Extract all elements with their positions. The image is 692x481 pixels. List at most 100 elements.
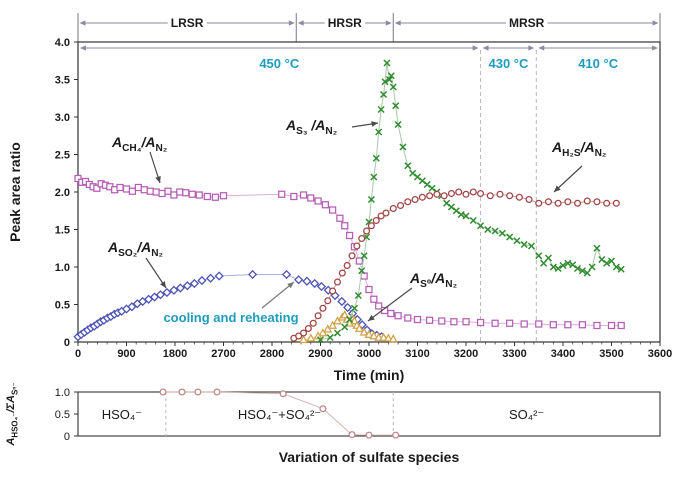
marker-so2 <box>214 271 224 281</box>
marker-ch4 <box>450 318 458 326</box>
marker-h2s <box>496 190 504 198</box>
marker-so2 <box>294 275 304 285</box>
marker-h2s <box>469 188 477 196</box>
marker-s3 <box>399 143 407 151</box>
marker-hso4 <box>365 431 373 439</box>
marker-s3 <box>377 105 385 114</box>
sub-y-tick-label: 0.5 <box>55 409 70 421</box>
marker-h2s <box>603 199 611 207</box>
marker-ch4 <box>506 319 514 327</box>
marker-s0 <box>383 333 393 342</box>
marker-so2 <box>205 273 216 283</box>
arrowhead <box>287 282 294 289</box>
marker-s3 <box>603 259 611 267</box>
sub-region-label: HSO₄⁻+SO₄²⁻ <box>238 407 321 422</box>
y-tick-label: 4.0 <box>55 37 70 49</box>
y-tick-label: 1.5 <box>55 225 70 237</box>
marker-so2 <box>182 281 192 291</box>
x-tick-label: 3100 <box>405 348 429 360</box>
marker-s3 <box>598 255 606 264</box>
marker-ch4 <box>134 183 142 192</box>
marker-ch4 <box>491 319 499 327</box>
y-axis-title: Peak area ratio <box>7 142 23 242</box>
marker-ch4 <box>404 314 412 322</box>
marker-ch4 <box>128 187 137 195</box>
marker-ch4 <box>355 257 363 265</box>
arrowhead <box>394 20 401 26</box>
x-tick-label: 3400 <box>551 348 575 360</box>
series-label-s0: AS⁰/AN₂ <box>409 270 457 290</box>
marker-ch4 <box>146 187 154 195</box>
marker-ch4 <box>152 188 160 196</box>
marker-s3 <box>326 333 334 342</box>
marker-s3 <box>549 263 557 271</box>
marker-s3 <box>372 154 380 162</box>
marker-ch4 <box>370 295 378 303</box>
marker-s3 <box>607 257 616 265</box>
marker-h2s <box>319 304 327 312</box>
marker-h2s <box>462 190 470 198</box>
marker-ch4 <box>365 285 373 294</box>
marker-s0 <box>364 329 374 338</box>
y-tick-label: 1.0 <box>55 262 70 274</box>
marker-ch4 <box>535 320 543 328</box>
marker-hso4 <box>159 388 167 396</box>
marker-s3 <box>564 259 572 267</box>
x-axis-title: Time (min) <box>334 367 405 383</box>
marker-s3 <box>413 173 422 181</box>
arrowhead <box>79 20 86 26</box>
marker-hso4 <box>279 390 287 398</box>
arrowhead <box>554 185 561 192</box>
marker-s3 <box>389 83 397 91</box>
marker-ch4 <box>116 183 124 192</box>
marker-h2s <box>372 216 380 225</box>
marker-so2 <box>197 275 207 286</box>
marker-s0 <box>359 327 369 336</box>
marker-ch4 <box>176 188 184 196</box>
arrowhead <box>160 281 166 288</box>
marker-ch4 <box>203 192 211 201</box>
marker-ch4 <box>299 191 308 199</box>
marker-h2s <box>583 197 591 205</box>
marker-s3 <box>527 242 536 250</box>
marker-s3 <box>404 162 412 170</box>
marker-s3 <box>593 244 601 252</box>
marker-s3 <box>559 261 567 270</box>
arrowhead <box>288 20 295 26</box>
marker-h2s <box>309 319 317 327</box>
marker-s3 <box>578 267 586 275</box>
arrowhead <box>472 45 479 51</box>
marker-ch4 <box>314 197 322 205</box>
marker-s3 <box>588 263 596 271</box>
marker-so2 <box>316 281 327 292</box>
marker-s3 <box>457 210 465 219</box>
marker-ch4 <box>140 186 148 194</box>
x-tick-label: 900 <box>117 348 135 360</box>
marker-s3 <box>409 169 417 177</box>
x-tick-label: 3500 <box>599 348 623 360</box>
marker-h2s <box>433 190 441 198</box>
marker-s3 <box>535 252 543 260</box>
marker-so2 <box>248 269 258 280</box>
marker-ch4 <box>278 190 286 198</box>
marker-ch4 <box>476 318 485 327</box>
marker-ch4 <box>329 206 337 214</box>
marker-s3 <box>477 222 485 230</box>
marker-h2s <box>544 198 552 206</box>
marker-s3 <box>428 184 436 192</box>
marker-hso4 <box>392 431 400 439</box>
marker-so2 <box>162 287 172 298</box>
marker-so2 <box>175 283 185 293</box>
marker-h2s <box>477 189 485 198</box>
marker-s3 <box>381 78 389 86</box>
series-label-s3: AS₃ /AN₂ <box>285 117 337 137</box>
sub-y-tick-label: 0 <box>64 431 70 443</box>
marker-ch4 <box>74 174 82 183</box>
marker-h2s <box>343 261 351 270</box>
series-hso4 <box>159 388 400 439</box>
marker-s0 <box>328 320 338 329</box>
stage-region-label: HRSR <box>328 16 362 30</box>
marker-ch4 <box>345 231 354 240</box>
marker-s3 <box>544 254 552 262</box>
